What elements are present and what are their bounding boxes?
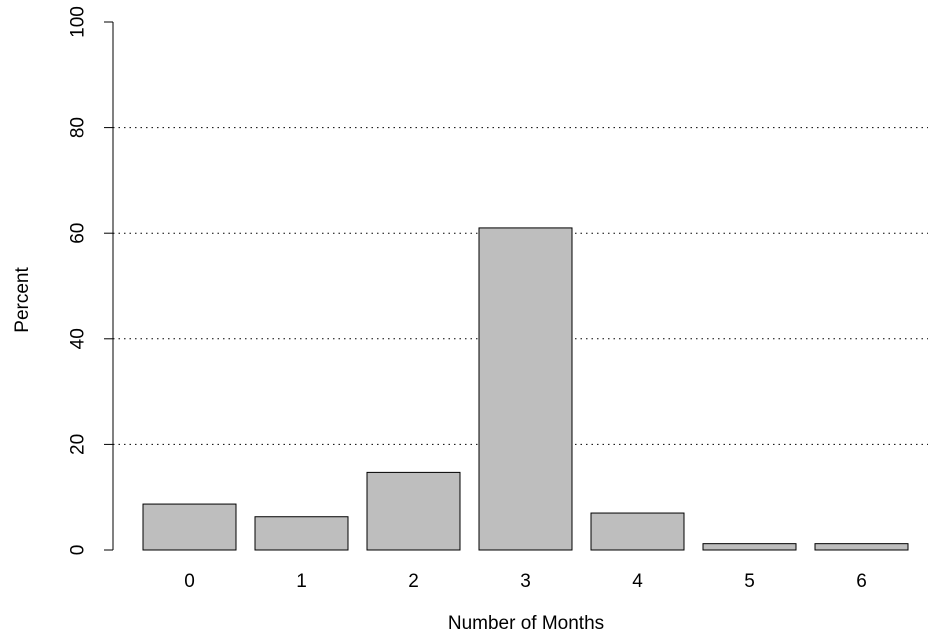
x-tick-label-2: 2 xyxy=(408,571,419,592)
x-tick-label-5: 5 xyxy=(744,571,755,592)
bar-0 xyxy=(142,503,237,551)
y-tick-label-80: 80 xyxy=(68,117,89,138)
y-tick-label-0: 0 xyxy=(68,545,89,556)
bar-4 xyxy=(590,512,685,551)
y-axis: 0 20 40 60 80 100 xyxy=(68,6,114,556)
bar-2 xyxy=(366,471,461,551)
y-axis-title: Percent xyxy=(12,267,33,333)
y-tick-label-60: 60 xyxy=(68,223,89,244)
x-axis-title: Number of Months xyxy=(448,613,604,634)
y-tick-label-20: 20 xyxy=(68,434,89,455)
y-tick-label-100: 100 xyxy=(68,6,89,38)
x-tick-label-6: 6 xyxy=(856,571,867,592)
x-tick-label-1: 1 xyxy=(296,571,307,592)
bar-3 xyxy=(478,227,573,551)
bar-5 xyxy=(702,543,797,551)
x-tick-label-3: 3 xyxy=(520,571,531,592)
x-tick-label-4: 4 xyxy=(632,571,643,592)
bar-6 xyxy=(814,543,909,551)
bar-1 xyxy=(254,516,349,551)
bars xyxy=(142,227,909,551)
x-axis: 0 1 2 3 4 5 6 xyxy=(184,571,867,592)
y-tick-label-40: 40 xyxy=(68,328,89,349)
x-tick-label-0: 0 xyxy=(184,571,195,592)
